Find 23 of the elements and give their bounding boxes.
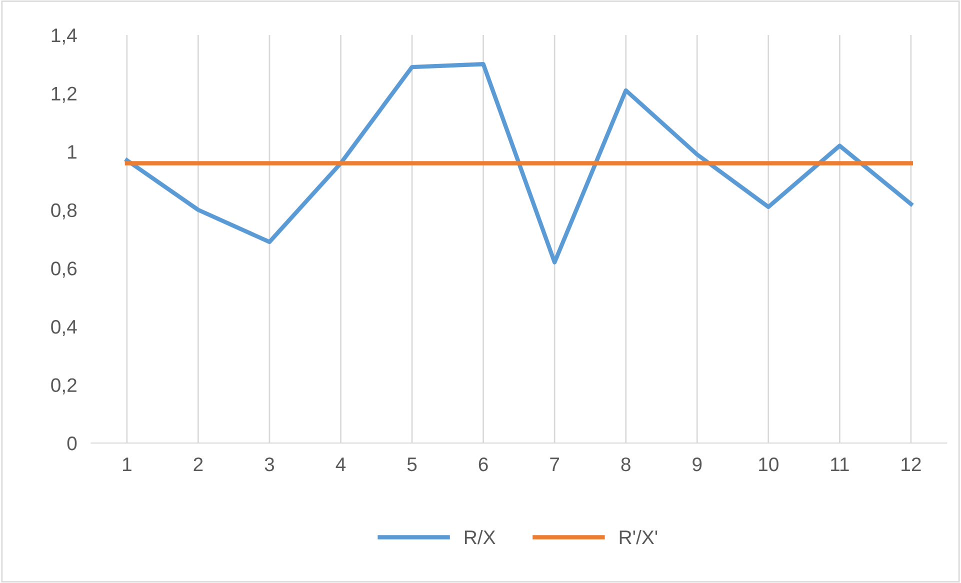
legend-label: R'/X'	[620, 530, 658, 544]
x-tick-label: 10	[759, 457, 778, 472]
x-tick-label: 9	[692, 457, 702, 472]
x-tick-label: 6	[478, 457, 488, 472]
x-tick-label: 11	[831, 458, 849, 472]
x-tick-label: 3	[264, 457, 274, 472]
y-tick-label: 0,2	[51, 378, 76, 394]
y-tick-label: 0	[67, 436, 77, 450]
legend-label: R/X	[464, 530, 496, 544]
y-tick-label: 1,2	[52, 86, 76, 103]
y-tick-label: 1	[68, 145, 76, 159]
y-tick-label: 1,4	[52, 28, 77, 45]
x-tick-label: 4	[336, 458, 346, 472]
x-tick-label: 7	[550, 458, 560, 472]
line-series	[124, 62, 914, 264]
x-tick-label: 8	[621, 457, 630, 472]
x-tick-label: 5	[407, 458, 417, 472]
x-tick-label: 12	[902, 457, 921, 472]
y-tick-label: 0,8	[51, 203, 77, 220]
x-tick-label: 2	[194, 457, 203, 472]
x-tick-label: 1	[123, 458, 132, 472]
y-tick-label: 0,4	[51, 320, 77, 336]
y-tick-label: 0,6	[51, 262, 77, 278]
